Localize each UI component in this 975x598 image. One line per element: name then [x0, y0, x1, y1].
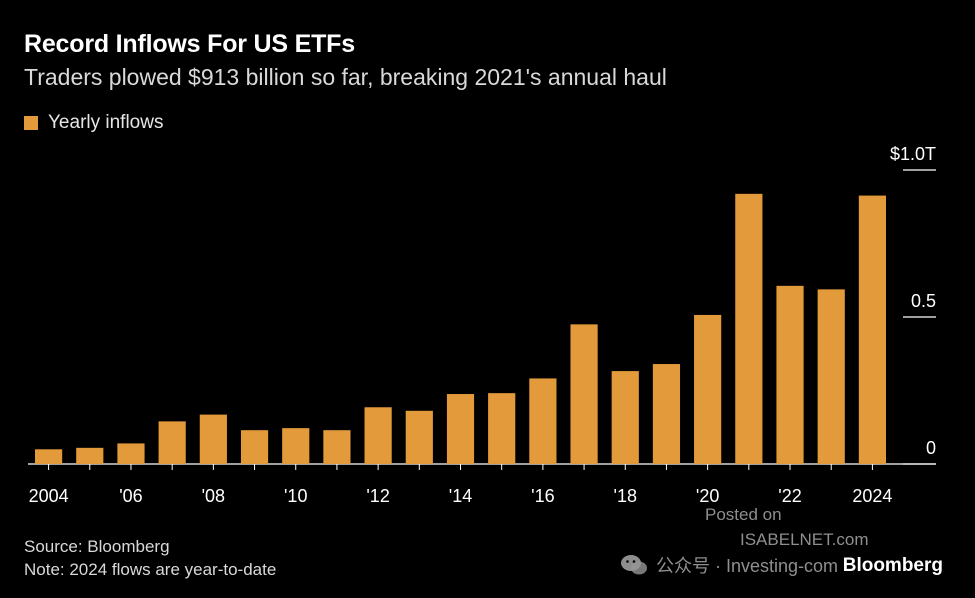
footnote: Note: 2024 flows are year-to-date	[24, 560, 277, 579]
bar-2012	[364, 407, 392, 464]
bar-2009	[240, 430, 269, 464]
bar-2022	[776, 285, 804, 464]
bar-2024	[858, 195, 886, 464]
bar-2020	[694, 314, 722, 464]
bar-2021	[735, 193, 763, 464]
bar-2004	[35, 449, 63, 464]
bar-2010	[282, 428, 310, 464]
x-tick-label: '22	[778, 486, 801, 506]
watermark-posted-on: Posted on	[705, 505, 782, 524]
watermark-wechat: 公众号 · Investing-com	[620, 552, 838, 578]
legend: Yearly inflows	[24, 112, 163, 134]
bar-2016	[529, 378, 557, 464]
bar-2013	[405, 410, 433, 464]
y-tick-label: 0	[926, 438, 936, 458]
bar-2014	[446, 394, 475, 464]
x-tick-label: '14	[449, 486, 472, 506]
legend-swatch	[24, 116, 38, 130]
chart-title: Record Inflows For US ETFs	[24, 30, 355, 58]
legend-label: Yearly inflows	[48, 112, 164, 133]
chart-subtitle: Traders plowed $913 billion so far, brea…	[24, 64, 667, 90]
bar-2023	[817, 289, 845, 464]
bar-2018	[611, 371, 639, 464]
x-tick-label: '10	[284, 486, 307, 506]
x-tick-label: '12	[366, 486, 389, 506]
bar-2005	[76, 447, 104, 464]
bloomberg-logo: Bloomberg	[842, 555, 943, 576]
source-note: Source: Bloomberg	[24, 537, 170, 556]
y-tick-label: $1.0T	[890, 144, 936, 164]
watermark-wechat-label: 公众号 · Investing-com	[656, 556, 839, 576]
wechat-icon	[621, 555, 647, 575]
x-tick-label: '06	[119, 486, 142, 506]
bar-2006	[117, 443, 145, 464]
x-tick-label: '18	[614, 486, 637, 506]
x-tick-label: 2004	[29, 486, 69, 506]
bar-2007	[158, 421, 186, 464]
bar-2017	[570, 324, 598, 464]
x-tick-label: '08	[202, 486, 225, 506]
y-tick-label: 0.5	[911, 291, 936, 311]
watermark-isabelnet: ISABELNET.com	[740, 530, 869, 549]
x-tick-label: '20	[696, 486, 719, 506]
bar-2008	[199, 414, 227, 464]
x-tick-label: 2024	[852, 486, 892, 506]
bar-2011	[323, 430, 351, 464]
bar-2019	[652, 364, 681, 464]
bar-2015	[488, 393, 516, 464]
x-tick-label: '16	[531, 486, 554, 506]
